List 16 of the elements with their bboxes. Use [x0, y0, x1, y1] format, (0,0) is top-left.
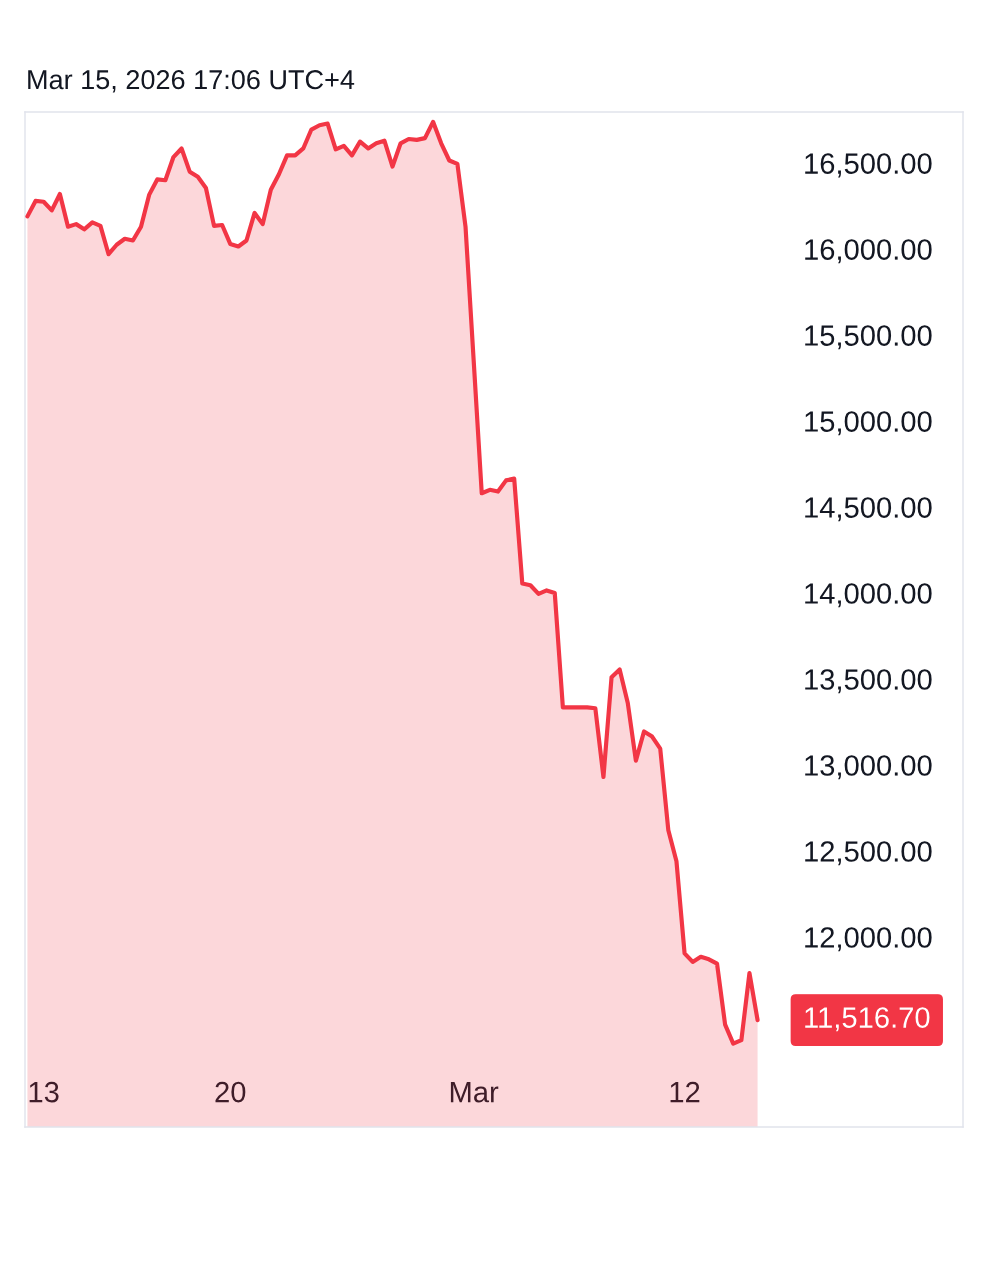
x-tick-label: 13 — [29, 1081, 59, 1103]
x-tick-label: 12 — [670, 1081, 700, 1103]
y-tick-label: 13,500.00 — [805, 669, 932, 694]
chart-title: Mar 15, 2026 17:06 UTC+4 — [28, 70, 355, 93]
x-tick-label: Mar — [450, 1082, 499, 1103]
data-label: 11,516.70 — [805, 1007, 930, 1032]
y-tick-label: 14,500.00 — [805, 497, 932, 522]
y-tick-label: 15,500.00 — [805, 325, 932, 350]
y-tick-label: 16,000.00 — [805, 239, 932, 264]
x-tick-label: 20 — [215, 1081, 246, 1103]
y-tick-label: 13,000.00 — [805, 755, 932, 780]
y-tick-label: 15,000.00 — [805, 411, 932, 436]
y-tick-label: 12,000.00 — [805, 927, 932, 952]
y-tick-label: 14,000.00 — [805, 583, 932, 608]
y-tick-label: 12,500.00 — [805, 841, 932, 866]
y-tick-label: 16,500.00 — [805, 153, 932, 178]
